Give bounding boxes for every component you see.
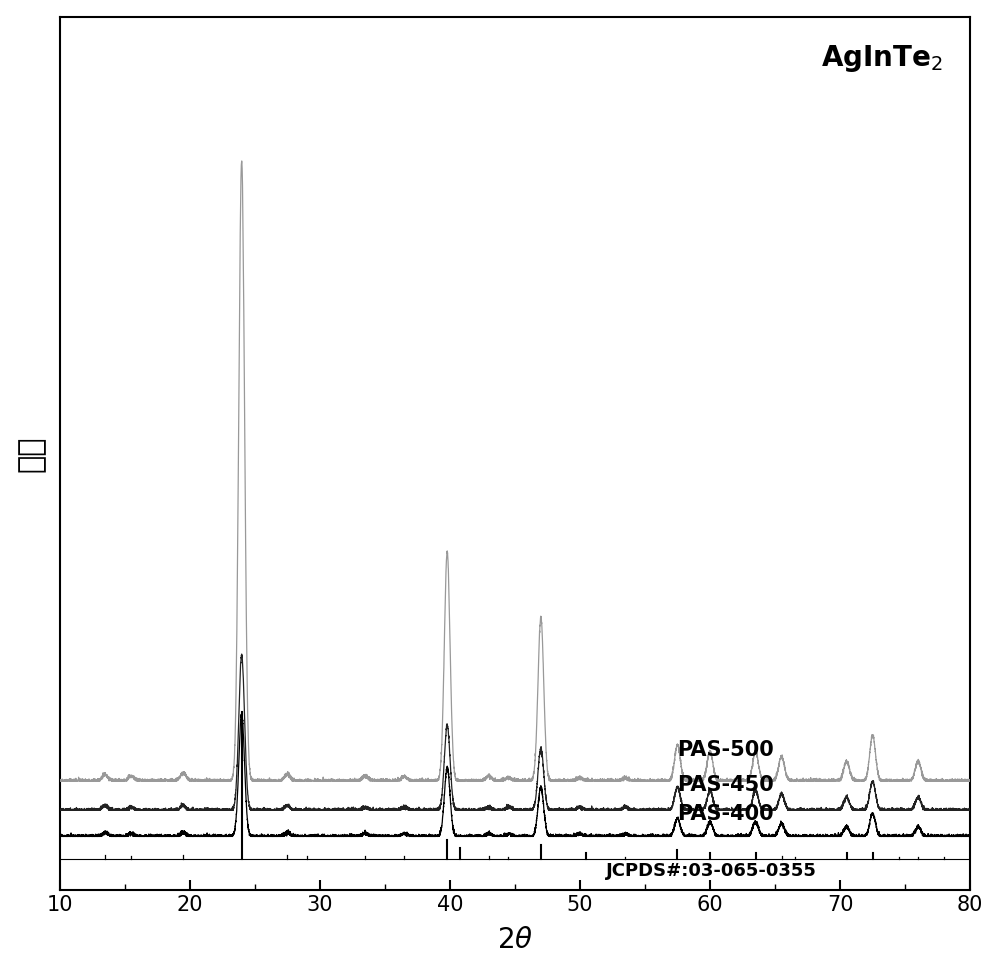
Text: PAS-400: PAS-400	[677, 804, 774, 824]
X-axis label: $\mathit{2\theta}$: $\mathit{2\theta}$	[497, 926, 533, 954]
Text: AgInTe$_2$: AgInTe$_2$	[821, 43, 943, 74]
Y-axis label: 强度: 强度	[17, 435, 46, 472]
Text: JCPDS#:03-065-0355: JCPDS#:03-065-0355	[606, 861, 817, 880]
Text: PAS-500: PAS-500	[677, 741, 774, 760]
Text: PAS-450: PAS-450	[677, 775, 774, 794]
